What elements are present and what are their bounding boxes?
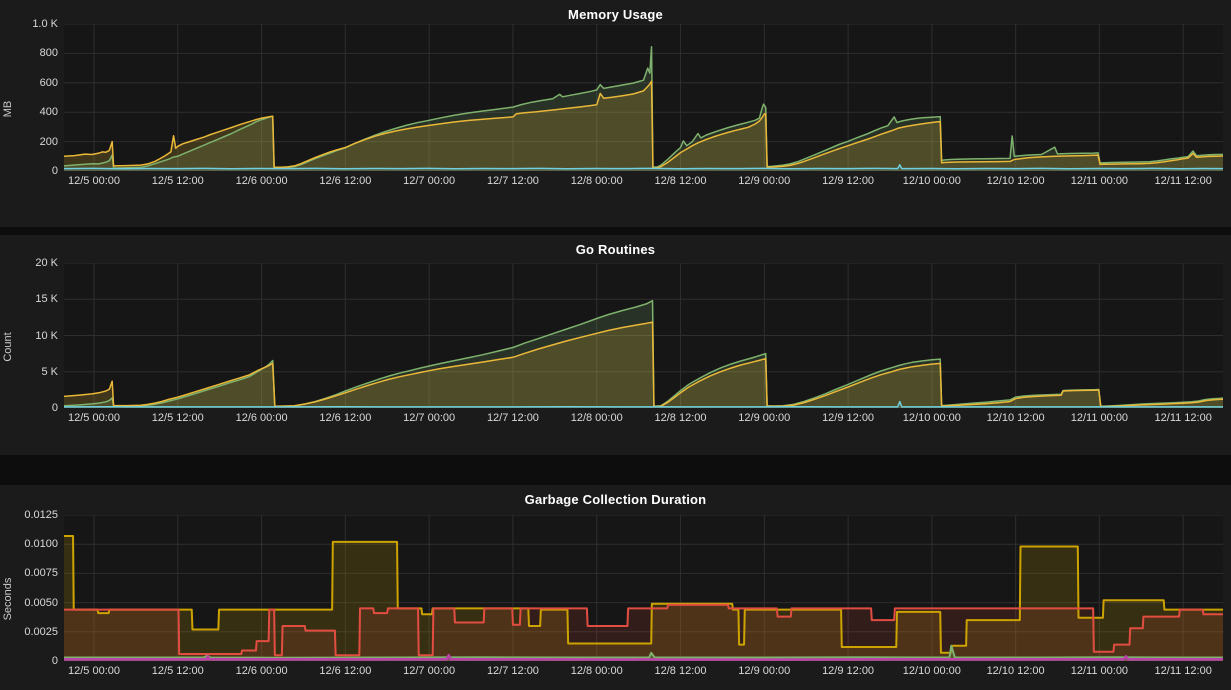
y-tick-label: 0.0125 <box>24 509 58 521</box>
x-tick-label: 12/5 00:00 <box>68 175 121 187</box>
y-tick-label: 20 K <box>35 257 58 269</box>
panel-title-memory-usage[interactable]: Memory Usage <box>568 7 663 22</box>
x-tick-label: 12/11 00:00 <box>1070 665 1129 677</box>
x-tick-label: 12/5 00:00 <box>68 412 121 424</box>
y-tick-label: 0.0075 <box>24 567 58 580</box>
chart-plot-memory-usage[interactable] <box>64 24 1223 171</box>
x-tick-label: 12/10 12:00 <box>986 175 1045 187</box>
x-tick-label: 12/8 00:00 <box>570 665 623 677</box>
x-tick-label: 12/11 12:00 <box>1154 665 1212 677</box>
y-axis-label: Count <box>2 331 14 362</box>
y-tick-label: 15 K <box>35 293 58 306</box>
y-axis-label: Seconds <box>2 577 14 621</box>
x-tick-label: 12/10 00:00 <box>902 412 961 424</box>
x-axis-labels: 12/5 00:00 12/5 12:00 12/6 00:00 12/6 12:00… <box>64 665 1223 683</box>
x-tick-label: 12/6 12:00 <box>319 665 372 677</box>
y-tick-label: 5 K <box>41 365 58 378</box>
y-tick-label: 800 <box>39 47 58 60</box>
y-tick-label: 10 K <box>35 329 58 342</box>
x-tick-label: 12/10 00:00 <box>902 175 961 187</box>
y-tick-label: 0.0025 <box>24 625 58 638</box>
x-tick-label: 12/7 12:00 <box>486 175 539 187</box>
panel-body: Seconds 0 0.0025 0.0050 0.0075 0.0100 0.0125 … <box>0 509 1231 683</box>
y-tick-label: 200 <box>39 135 58 148</box>
x-tick-label: 12/8 12:00 <box>654 175 707 187</box>
x-tick-label: 12/11 00:00 <box>1070 175 1129 187</box>
x-tick-label: 12/6 00:00 <box>235 412 288 424</box>
x-axis-labels: 12/5 00:00 12/5 12:00 12/6 00:00 12/6 12:00… <box>64 175 1223 193</box>
x-tick-label: 12/9 00:00 <box>738 665 791 677</box>
x-tick-label: 12/9 12:00 <box>822 412 875 424</box>
y-tick-label: 0.0100 <box>24 538 58 551</box>
x-tick-label: 12/9 12:00 <box>822 175 875 187</box>
y-axis-unit-column: Seconds <box>0 515 16 683</box>
x-tick-label: 12/7 00:00 <box>403 412 456 424</box>
panel-body: Count 0 5 K 10 K 15 K 20 K 12/5 00:00 12/5 12… <box>0 257 1231 430</box>
x-tick-label: 12/8 12:00 <box>654 412 707 424</box>
plot-column: 12/5 00:00 12/5 12:00 12/6 00:00 12/6 12:00… <box>64 24 1223 193</box>
panel-body: MB 0 200 400 600 800 1.0 K 12/5 00:00 12/5 12:… <box>0 18 1231 193</box>
panel-memory-usage: Memory Usage MB 0 200 400 600 800 1.0 K 12/5 … <box>0 0 1231 227</box>
x-tick-label: 12/11 12:00 <box>1154 412 1212 424</box>
x-tick-label: 12/9 00:00 <box>738 175 791 187</box>
y-tick-label: 0.0050 <box>24 596 58 609</box>
x-tick-label: 12/10 00:00 <box>902 665 961 677</box>
x-tick-label: 12/6 00:00 <box>235 175 288 187</box>
x-tick-label: 12/7 00:00 <box>403 665 456 677</box>
x-tick-label: 12/8 12:00 <box>654 665 707 677</box>
y-axis-unit-column: MB <box>0 24 16 193</box>
chart-plot-go-routines[interactable] <box>64 263 1223 408</box>
x-tick-label: 12/9 12:00 <box>822 665 875 677</box>
panel-go-routines: Go Routines Count 0 5 K 10 K 15 K 20 K 12/5 … <box>0 235 1231 455</box>
x-tick-label: 12/8 00:00 <box>570 412 623 424</box>
y-tick-label: 0 <box>51 655 58 667</box>
chart-plot-garbage-collection-duration[interactable] <box>64 515 1223 661</box>
plot-column: 12/5 00:00 12/5 12:00 12/6 00:00 12/6 12:00… <box>64 515 1223 683</box>
x-tick-label: 12/11 12:00 <box>1154 175 1212 187</box>
x-tick-label: 12/7 12:00 <box>486 412 539 424</box>
x-tick-label: 12/9 00:00 <box>738 412 791 424</box>
y-axis-unit-column: Count <box>0 263 16 430</box>
x-tick-label: 12/6 12:00 <box>319 175 372 187</box>
x-tick-label: 12/5 00:00 <box>68 665 121 677</box>
y-tick-label: 600 <box>39 76 58 89</box>
y-tick-label: 0 <box>51 165 58 177</box>
plot-column: 12/5 00:00 12/5 12:00 12/6 00:00 12/6 12:00… <box>64 263 1223 430</box>
x-tick-label: 12/10 12:00 <box>986 412 1045 424</box>
x-tick-label: 12/7 00:00 <box>403 175 456 187</box>
y-tick-label: 1.0 K <box>32 18 58 30</box>
x-tick-label: 12/5 12:00 <box>151 665 204 677</box>
y-tick-label: 0 <box>51 402 58 414</box>
x-tick-label: 12/6 12:00 <box>319 412 372 424</box>
x-tick-label: 12/5 12:00 <box>151 175 204 187</box>
y-axis-ticks: 0 0.0025 0.0050 0.0075 0.0100 0.0125 <box>16 509 64 667</box>
x-tick-label: 12/7 12:00 <box>486 665 539 677</box>
x-tick-label: 12/5 12:00 <box>151 412 204 424</box>
y-axis-ticks: 0 200 400 600 800 1.0 K <box>16 18 64 177</box>
y-tick-label: 400 <box>39 106 58 119</box>
panel-title-garbage-collection-duration[interactable]: Garbage Collection Duration <box>524 492 707 507</box>
x-tick-label: 12/6 00:00 <box>235 665 288 677</box>
panel-garbage-collection-duration: Garbage Collection Duration Seconds 0 0.0… <box>0 485 1231 690</box>
y-axis-ticks: 0 5 K 10 K 15 K 20 K <box>16 257 64 414</box>
x-tick-label: 12/11 00:00 <box>1070 412 1129 424</box>
panel-title-go-routines[interactable]: Go Routines <box>575 242 656 257</box>
x-tick-label: 12/8 00:00 <box>570 175 623 187</box>
y-axis-label: MB <box>2 100 14 117</box>
x-tick-label: 12/10 12:00 <box>986 665 1045 677</box>
x-axis-labels: 12/5 00:00 12/5 12:00 12/6 00:00 12/6 12:00… <box>64 412 1223 430</box>
